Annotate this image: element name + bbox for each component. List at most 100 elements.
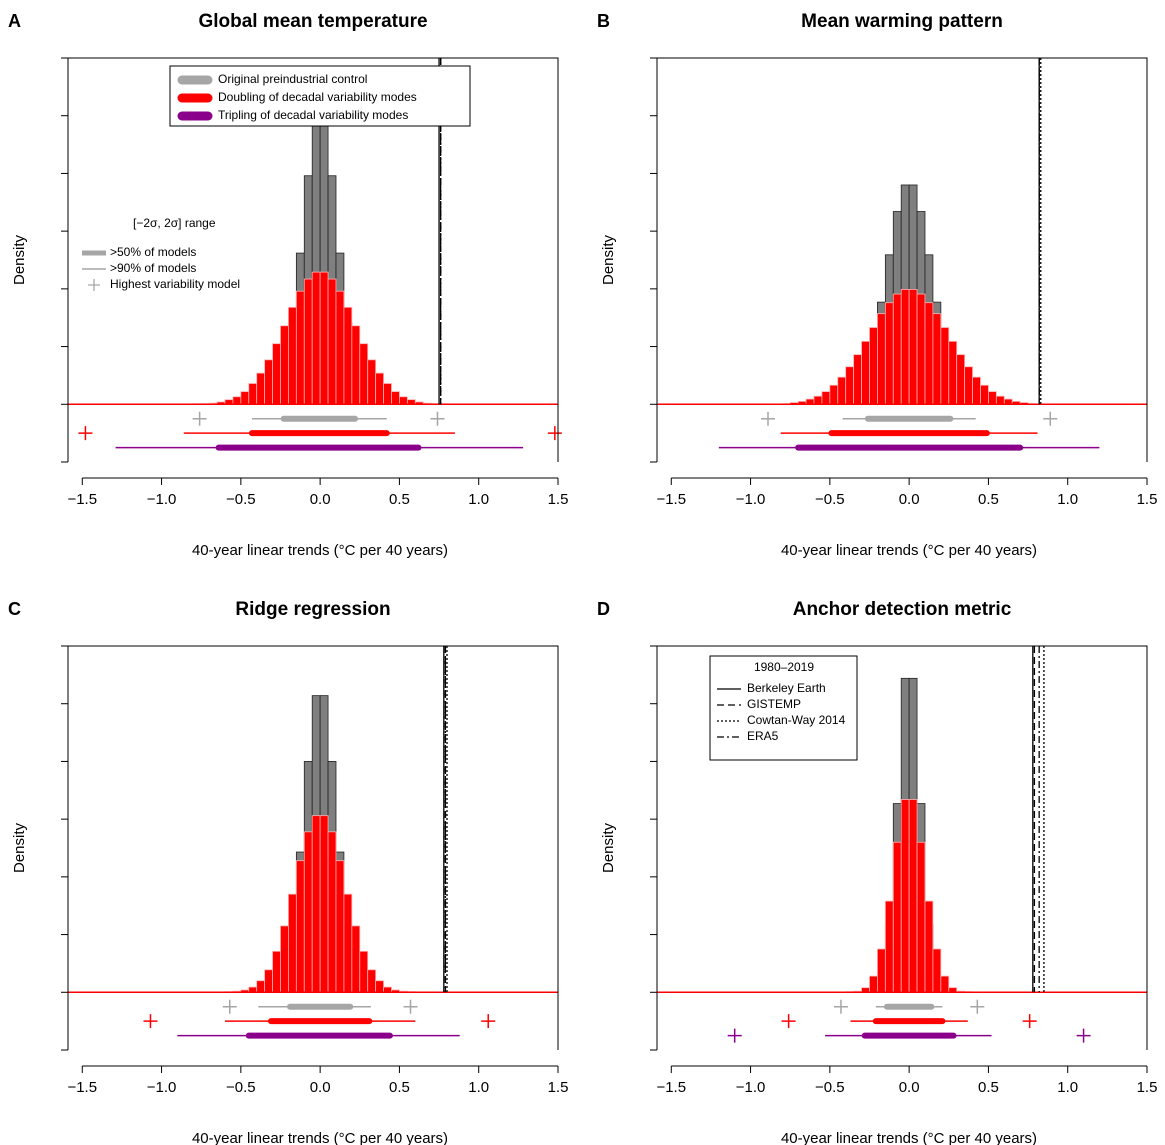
x-tick-label: 0.5 — [978, 491, 999, 508]
y-axis-label: Density — [11, 822, 28, 873]
histogram-bar — [343, 893, 353, 993]
histogram-bar — [972, 376, 981, 405]
x-tick-label: 0.5 — [389, 491, 410, 508]
histogram-bar — [367, 359, 377, 405]
histogram-bar — [272, 343, 281, 405]
histogram-bar — [311, 271, 321, 405]
histogram-bar — [908, 799, 918, 993]
legend-label: Tripling of decadal variability modes — [218, 108, 408, 122]
x-tick-label: −1.0 — [736, 1079, 766, 1096]
histogram-bar — [351, 325, 361, 405]
x-tick-label: −1.0 — [147, 491, 177, 508]
histogram-bar — [924, 302, 934, 405]
x-tick-label: 0.0 — [310, 491, 331, 508]
plot-frame — [67, 645, 559, 1050]
highest-marker — [430, 411, 445, 426]
panel-letter: A — [8, 11, 21, 31]
panel-letter: C — [8, 599, 21, 619]
histogram-bar — [303, 831, 313, 993]
plot-frame — [656, 57, 1148, 462]
histogram-bar — [892, 293, 902, 405]
x-tick-label: −1.5 — [656, 491, 686, 508]
histogram-bar — [280, 925, 289, 993]
histogram-bar — [892, 841, 902, 993]
highest-marker — [222, 999, 237, 1014]
histogram-bar — [327, 831, 337, 993]
histogram-bar — [877, 948, 886, 993]
histogram-bar — [869, 975, 878, 993]
histogram-bar — [853, 354, 862, 405]
panel: B Mean warming pattern Density 40-year line… — [597, 11, 1157, 559]
histogram-bar — [295, 860, 305, 993]
x-tick-label: 0.5 — [978, 1079, 999, 1096]
y-axis-label: Density — [600, 234, 617, 285]
chart-title: Ridge regression — [235, 599, 390, 620]
histogram-bar — [821, 391, 831, 405]
histogram-bar — [367, 969, 377, 993]
x-tick-label: 1.5 — [548, 491, 569, 508]
histogram-bar — [232, 396, 242, 405]
highest-marker — [1022, 1014, 1037, 1029]
x-tick-label: −0.5 — [815, 1079, 845, 1096]
x-axis-label: 40-year linear trends (°C per 40 years) — [192, 542, 448, 559]
highest-marker — [761, 411, 776, 426]
panel: A Global mean temperature Density 40-year l… — [8, 11, 568, 559]
histogram-bar — [837, 376, 847, 405]
histogram-bar — [948, 340, 958, 405]
x-tick-label: −0.5 — [226, 1079, 256, 1096]
histogram-bar — [248, 383, 258, 405]
legend-box — [169, 65, 471, 127]
x-tick-label: 0.0 — [310, 1079, 331, 1096]
histogram-bar — [280, 325, 289, 405]
panel: C Ridge regression Density 40-year linear t… — [8, 599, 568, 1145]
legend-label: Berkeley Earth — [747, 681, 826, 695]
x-tick-label: −1.0 — [736, 491, 766, 508]
x-tick-label: −0.5 — [815, 491, 845, 508]
plot-frame — [67, 57, 559, 462]
histogram-bar — [924, 900, 934, 993]
histogram-bar — [932, 948, 942, 993]
histogram-bar — [359, 343, 369, 405]
histogram-bar — [248, 986, 258, 993]
histogram-bar — [264, 359, 273, 405]
legend-label: >50% of models — [110, 245, 196, 259]
legend-label: Original preindustrial control — [218, 72, 367, 86]
histogram-bar — [359, 950, 369, 993]
histogram-bar — [335, 290, 345, 405]
legend-label: Cowtan-Way 2014 — [747, 713, 846, 727]
histogram-bar — [916, 841, 926, 993]
chart-title: Global mean temperature — [198, 11, 427, 32]
histogram-bar — [319, 271, 329, 405]
histogram-bar — [383, 986, 392, 993]
panel: D Anchor detection metric Density 40-year l… — [597, 599, 1157, 1145]
histogram-bar — [956, 354, 966, 405]
histogram-bar — [295, 290, 305, 405]
x-axis-label: 40-year linear trends (°C per 40 years) — [781, 542, 1037, 559]
histogram-bar — [932, 313, 942, 405]
x-tick-label: −0.5 — [226, 491, 256, 508]
panel-letter: D — [597, 599, 610, 619]
highest-marker — [833, 999, 848, 1014]
histogram-bar — [900, 289, 910, 405]
histogram-bar — [391, 391, 400, 405]
highest-marker — [143, 1014, 158, 1029]
histogram-bar — [813, 395, 823, 405]
highest-marker — [547, 426, 562, 441]
highest-marker — [403, 999, 418, 1014]
chart-title: Anchor detection metric — [793, 599, 1012, 620]
histogram-bar — [869, 327, 878, 405]
histogram-bar — [343, 306, 353, 405]
y-axis-label: Density — [600, 822, 617, 873]
x-tick-label: 0.0 — [899, 1079, 920, 1096]
histogram-bar — [256, 980, 266, 993]
histogram-bar — [884, 302, 894, 405]
histogram-bar — [351, 925, 361, 993]
chart-title: Mean warming pattern — [801, 11, 1003, 32]
x-tick-label: 1.5 — [548, 1079, 569, 1096]
highest-marker — [1043, 411, 1058, 426]
histogram-bar — [900, 799, 910, 993]
x-tick-label: 1.0 — [1057, 1079, 1078, 1096]
histogram-bar — [240, 391, 250, 405]
legend-box — [709, 655, 858, 761]
histogram-bar — [861, 340, 870, 405]
